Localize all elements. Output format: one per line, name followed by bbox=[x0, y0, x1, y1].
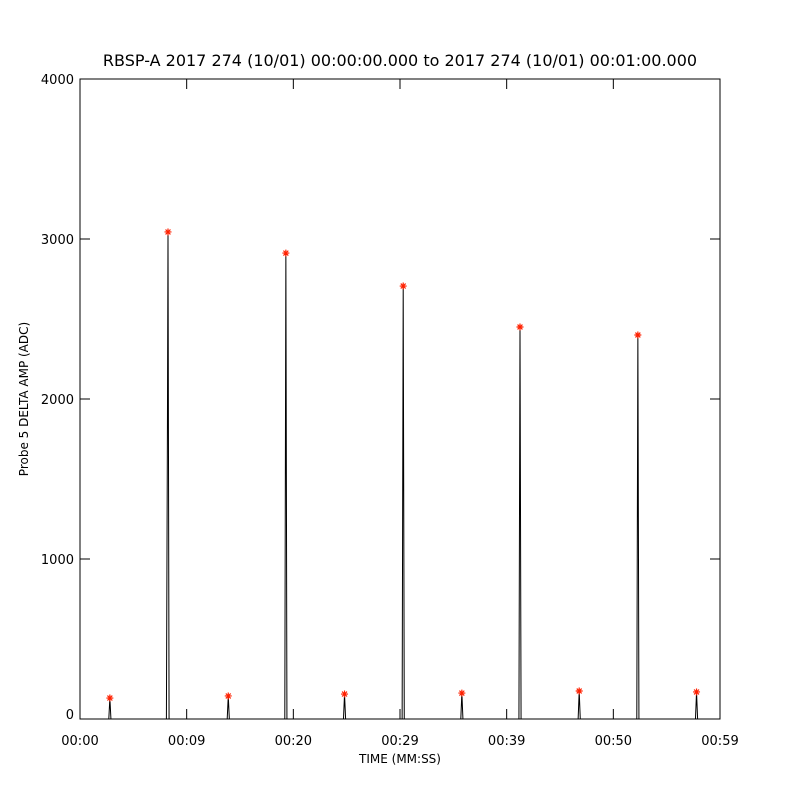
y-tick-label: 4000 bbox=[41, 73, 74, 88]
peak-marker bbox=[399, 282, 407, 290]
x-tick-label: 00:09 bbox=[168, 734, 205, 749]
chart-title: RBSP-A 2017 274 (10/01) 00:00:00.000 to … bbox=[103, 51, 697, 70]
x-tick-label: 00:00 bbox=[61, 734, 98, 749]
peak-marker bbox=[164, 228, 172, 236]
y-axis-label: Probe 5 DELTA AMP (ADC) bbox=[17, 322, 31, 476]
trace-line bbox=[80, 231, 720, 720]
x-tick-label: 00:59 bbox=[701, 734, 738, 749]
peak-marker bbox=[282, 249, 290, 257]
y-tick-label: 0 bbox=[66, 708, 74, 723]
y-tick-label: 1000 bbox=[41, 553, 74, 568]
peak-marker bbox=[693, 688, 701, 696]
peak-marker bbox=[106, 694, 114, 702]
x-tick-label: 00:39 bbox=[488, 734, 525, 749]
peak-marker bbox=[516, 323, 524, 331]
x-tick-label: 00:29 bbox=[381, 734, 418, 749]
x-axis-label: TIME (MM:SS) bbox=[358, 752, 441, 766]
peak-marker bbox=[224, 692, 232, 700]
y-tick-label: 2000 bbox=[41, 393, 74, 408]
y-tick-label: 3000 bbox=[41, 233, 74, 248]
peak-marker bbox=[341, 690, 349, 698]
peak-marker bbox=[458, 689, 466, 697]
peak-marker bbox=[575, 687, 583, 695]
x-tick-label: 00:20 bbox=[275, 734, 312, 749]
peak-marker bbox=[634, 331, 642, 339]
x-tick-label: 00:50 bbox=[595, 734, 632, 749]
